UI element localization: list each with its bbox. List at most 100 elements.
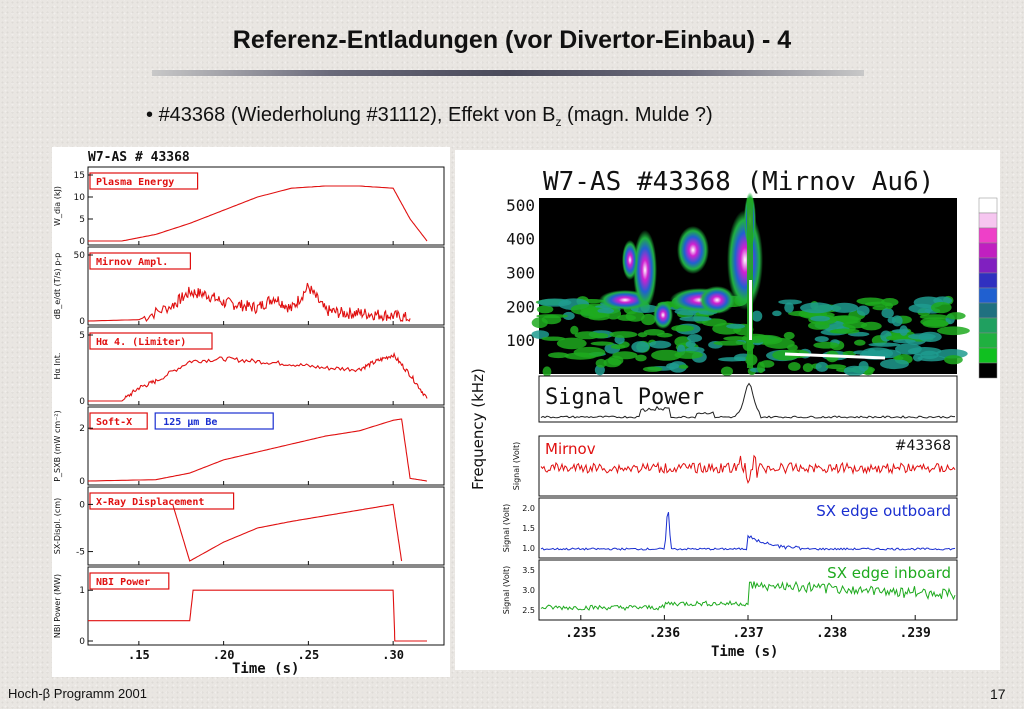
spectro-speck	[609, 331, 638, 338]
spectro-mode	[699, 286, 735, 314]
signal-panel-trace	[540, 580, 956, 611]
spectro-speck	[548, 352, 569, 359]
left-panel-y-label: NBI Power (MW)	[53, 574, 62, 638]
left-panel-ytick: 0	[79, 500, 85, 510]
left-panel-frame	[87, 326, 445, 406]
page-number: 17	[990, 686, 1006, 702]
left-panel-ytick: 0	[79, 397, 85, 407]
left-panel-label-box	[89, 492, 235, 510]
spectro-speck	[756, 361, 765, 374]
left-panel-y-label: SX-Displ. (cm)	[53, 498, 62, 554]
signal-panel-ytick: 2.0	[522, 504, 535, 513]
spectro-speck	[678, 364, 689, 369]
title-rule	[152, 70, 864, 76]
spectro-speck	[788, 362, 801, 371]
spectro-speck	[843, 365, 865, 377]
left-panel-y-label: dB_e/dt (T/s) p-p	[53, 253, 62, 320]
spectro-speck	[610, 344, 626, 350]
right-x-tick: .237	[732, 626, 763, 641]
left-panel-frame	[87, 406, 445, 486]
spectro-speck	[879, 358, 909, 370]
left-panel-trace	[88, 589, 427, 642]
left-panel-y-label: W_dia (kJ)	[53, 186, 62, 226]
spectro-speck	[685, 340, 696, 348]
signal-annotation: #43368	[895, 438, 951, 454]
spectro-speck	[717, 357, 747, 362]
spectro-speck	[542, 366, 552, 377]
colorbar-swatch	[978, 272, 998, 289]
spectro-speck	[764, 337, 795, 349]
spectro-speck	[772, 310, 782, 317]
spectro-speck	[541, 314, 562, 325]
colorbar-swatch	[978, 317, 998, 334]
left-panel-trace	[88, 351, 428, 402]
spectro-ytick: 200	[506, 297, 535, 316]
left-panel-label: Soft-X	[96, 417, 132, 428]
spectro-ytick: 400	[506, 230, 535, 249]
signal-panel-label: SX edge outboard	[816, 502, 951, 520]
spectro-speck	[893, 339, 916, 344]
spectro-speck	[726, 323, 746, 329]
bullet-dot: •	[146, 104, 159, 126]
spectro-speck	[881, 298, 899, 307]
spectro-speck	[856, 305, 870, 316]
spectro-mode-line	[784, 352, 886, 360]
left-panel-label: NBI Power	[96, 577, 150, 588]
bullet-sub: z	[555, 115, 562, 129]
left-panel-label-box	[89, 412, 148, 430]
spectro-speck	[937, 326, 970, 336]
signal-panel-y-label: Signal (Volt)	[502, 504, 511, 552]
spectro-mode	[622, 240, 638, 280]
left-panel-ytick: 15	[74, 171, 85, 181]
spectro-speck	[643, 329, 665, 336]
spectro-mode	[653, 301, 673, 329]
spectro-speck	[720, 366, 733, 377]
bullet-text: • #43368 (Wiederholung #31112), Effekt v…	[146, 104, 713, 129]
signal-power-trace	[540, 382, 955, 419]
spectro-speck	[825, 364, 847, 370]
bullet-tail: (magn. Mulde ?)	[561, 104, 713, 126]
colorbar-swatch	[978, 227, 998, 244]
colorbar-swatch	[978, 212, 998, 229]
right-x-tick: .238	[816, 626, 847, 641]
spectro-speck	[893, 355, 904, 361]
spectro-speck	[947, 312, 966, 320]
spectro-speck	[595, 358, 607, 368]
colorbar-swatch	[978, 347, 998, 364]
spectro-speck	[842, 321, 868, 329]
left-panel-frame	[87, 166, 445, 246]
signal-panel-y-label: Signal (Volt)	[502, 566, 511, 614]
left-panel-1: Mirnov Ampl. dB_e/dt (T/s) p-p 0 50	[53, 246, 445, 327]
spectro-speck	[813, 341, 839, 349]
left-panel-ytick: 0	[79, 637, 85, 647]
spectro-speck	[802, 363, 814, 373]
left-panel-label-box	[89, 252, 192, 270]
spectro-speck	[931, 301, 952, 314]
left-panel-y-label: P_SXB (mW cm⁻²)	[53, 410, 62, 482]
spectro-speck	[631, 341, 650, 353]
left-panel-ytick: 10	[74, 193, 86, 203]
left-panel-4: X-Ray Displacement SX-Displ. (cm) 0 -5	[53, 486, 445, 566]
spectro-speck	[556, 337, 587, 350]
left-x-tick: .20	[213, 648, 235, 662]
spectro-speck	[881, 307, 894, 319]
spectro-speck	[668, 361, 687, 373]
left-panel-frame	[87, 246, 445, 326]
left-panel-ytick: 5	[79, 215, 85, 225]
spectro-title: W7-AS #43368 (Mirnov Au6)	[543, 167, 934, 197]
spectro-ytick: 500	[506, 196, 535, 215]
spectro-speck	[651, 349, 682, 361]
left-panel-ytick: 5	[79, 331, 85, 341]
spectro-speck	[907, 347, 942, 356]
spectro-speck	[831, 328, 860, 334]
left-panel-y-label: Hα Int.	[53, 353, 62, 380]
spectro-speck	[867, 348, 877, 358]
left-panel-0: Plasma Energy W_dia (kJ) 0 5 10 15	[53, 166, 445, 247]
spectro-speck	[603, 357, 622, 368]
spectro-burst-core	[749, 280, 752, 340]
spectro-speck	[562, 311, 575, 321]
spectro-speck	[570, 304, 597, 315]
bullet-main: #43368 (Wiederholung #31112), Effekt von…	[158, 104, 556, 126]
left-panel-trace	[88, 185, 428, 242]
spectro-speck	[635, 354, 647, 362]
